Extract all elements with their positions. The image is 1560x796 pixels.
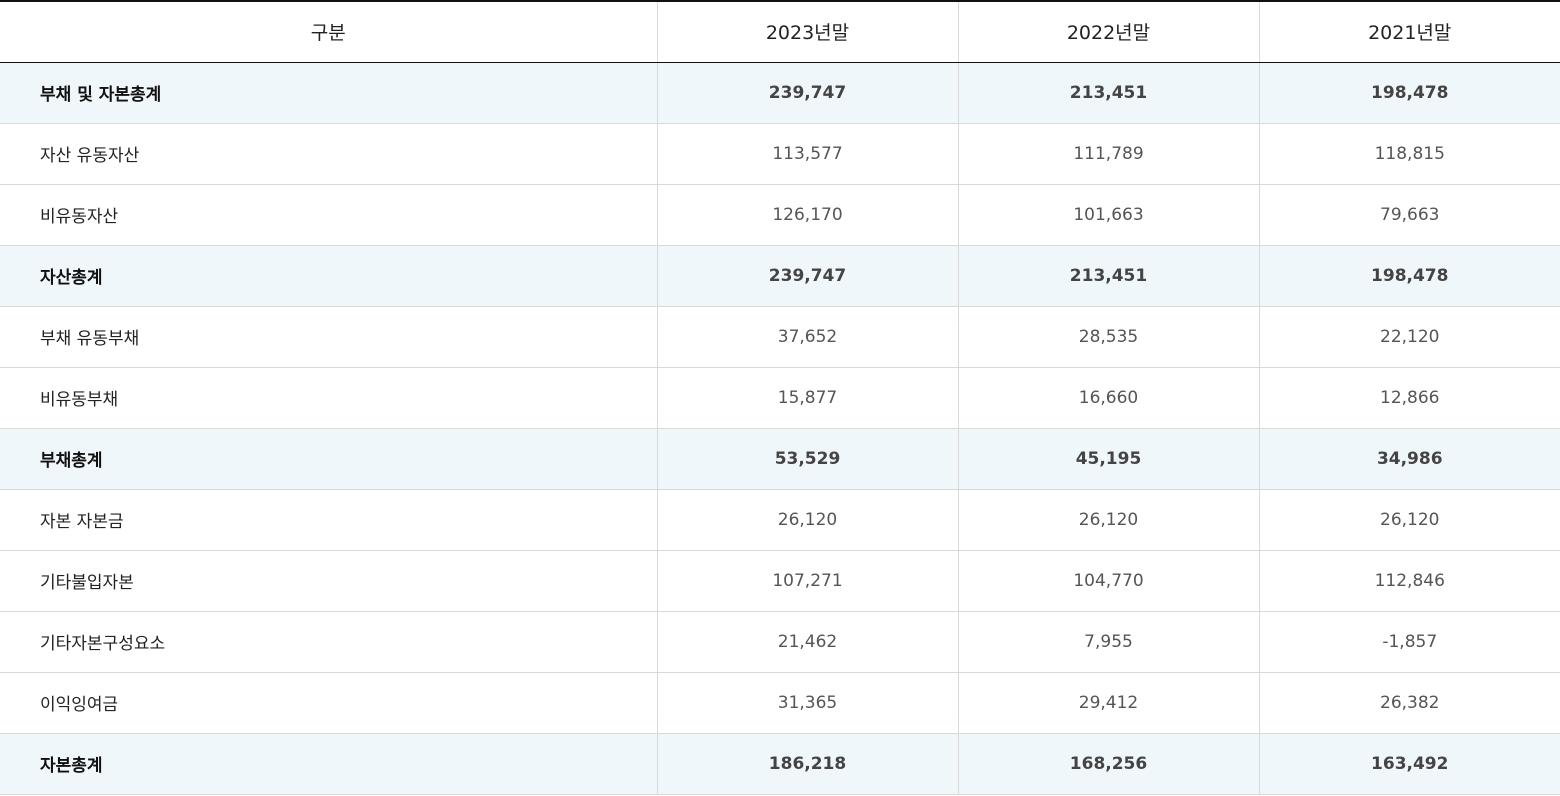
cell-value-2023: 126,170 — [656, 184, 958, 246]
table-row: 기타자본구성요소 21,462 7,955 -1,857 — [0, 611, 1560, 673]
row-label: 부채 및 자본총계 — [0, 62, 657, 124]
row-label: 자본총계 — [0, 733, 657, 795]
cell-value-2021: 22,120 — [1258, 306, 1560, 368]
header-2023: 2023년말 — [656, 0, 958, 63]
cell-value-2022: 29,412 — [957, 672, 1259, 734]
row-label: 자산총계 — [0, 245, 657, 307]
cell-value-2022: 111,789 — [957, 123, 1259, 185]
cell-value-2022: 16,660 — [957, 367, 1259, 429]
cell-value-2023: 239,747 — [656, 245, 958, 307]
table-header: 구분 2023년말 2022년말 2021년말 — [0, 0, 1560, 63]
cell-value-2023: 107,271 — [656, 550, 958, 612]
cell-value-2021: 163,492 — [1258, 733, 1560, 795]
cell-value-2022: 28,535 — [957, 306, 1259, 368]
cell-value-2022: 213,451 — [957, 62, 1259, 124]
row-label: 부채 유동부채 — [0, 306, 657, 368]
cell-value-2023: 31,365 — [656, 672, 958, 734]
table-body: 부채 및 자본총계 239,747 213,451 198,478 자산 유동자산 113… — [0, 62, 1560, 795]
table-row: 이익잉여금 31,365 29,412 26,382 — [0, 672, 1560, 734]
cell-value-2021: 198,478 — [1258, 245, 1560, 307]
cell-value-2021: 26,120 — [1258, 489, 1560, 551]
cell-value-2021: 79,663 — [1258, 184, 1560, 246]
table-row: 부채 유동부채 37,652 28,535 22,120 — [0, 306, 1560, 368]
cell-value-2022: 45,195 — [957, 428, 1259, 490]
table-row: 기타불입자본 107,271 104,770 112,846 — [0, 550, 1560, 612]
cell-value-2021: -1,857 — [1258, 611, 1560, 673]
row-label: 기타자본구성요소 — [0, 611, 657, 673]
table-row-total: 자산총계 239,747 213,451 198,478 — [0, 245, 1560, 307]
table-row: 비유동부채 15,877 16,660 12,866 — [0, 367, 1560, 429]
cell-value-2022: 104,770 — [957, 550, 1259, 612]
cell-value-2023: 15,877 — [656, 367, 958, 429]
table-row: 자본 자본금 26,120 26,120 26,120 — [0, 489, 1560, 551]
row-label: 비유동자산 — [0, 184, 657, 246]
table-row-total: 자본총계 186,218 168,256 163,492 — [0, 733, 1560, 795]
cell-value-2022: 7,955 — [957, 611, 1259, 673]
table-row: 비유동자산 126,170 101,663 79,663 — [0, 184, 1560, 246]
cell-value-2022: 213,451 — [957, 245, 1259, 307]
row-label: 기타불입자본 — [0, 550, 657, 612]
cell-value-2022: 168,256 — [957, 733, 1259, 795]
header-2021: 2021년말 — [1258, 0, 1560, 63]
cell-value-2021: 118,815 — [1258, 123, 1560, 185]
cell-value-2023: 53,529 — [656, 428, 958, 490]
cell-value-2021: 12,866 — [1258, 367, 1560, 429]
cell-value-2023: 239,747 — [656, 62, 958, 124]
row-label: 자산 유동자산 — [0, 123, 657, 185]
row-label: 이익잉여금 — [0, 672, 657, 734]
cell-value-2023: 37,652 — [656, 306, 958, 368]
table-row: 자산 유동자산 113,577 111,789 118,815 — [0, 123, 1560, 185]
cell-value-2023: 113,577 — [656, 123, 958, 185]
header-category: 구분 — [0, 0, 657, 63]
header-2022: 2022년말 — [957, 0, 1259, 63]
header-row: 구분 2023년말 2022년말 2021년말 — [0, 0, 1560, 63]
row-label: 비유동부채 — [0, 367, 657, 429]
cell-value-2023: 21,462 — [656, 611, 958, 673]
row-label: 자본 자본금 — [0, 489, 657, 551]
cell-value-2022: 26,120 — [957, 489, 1259, 551]
cell-value-2023: 26,120 — [656, 489, 958, 551]
table-row-total: 부채 및 자본총계 239,747 213,451 198,478 — [0, 62, 1560, 124]
cell-value-2021: 26,382 — [1258, 672, 1560, 734]
cell-value-2021: 198,478 — [1258, 62, 1560, 124]
cell-value-2023: 186,218 — [656, 733, 958, 795]
cell-value-2021: 34,986 — [1258, 428, 1560, 490]
table-row-total: 부채총계 53,529 45,195 34,986 — [0, 428, 1560, 490]
cell-value-2022: 101,663 — [957, 184, 1259, 246]
row-label: 부채총계 — [0, 428, 657, 490]
cell-value-2021: 112,846 — [1258, 550, 1560, 612]
